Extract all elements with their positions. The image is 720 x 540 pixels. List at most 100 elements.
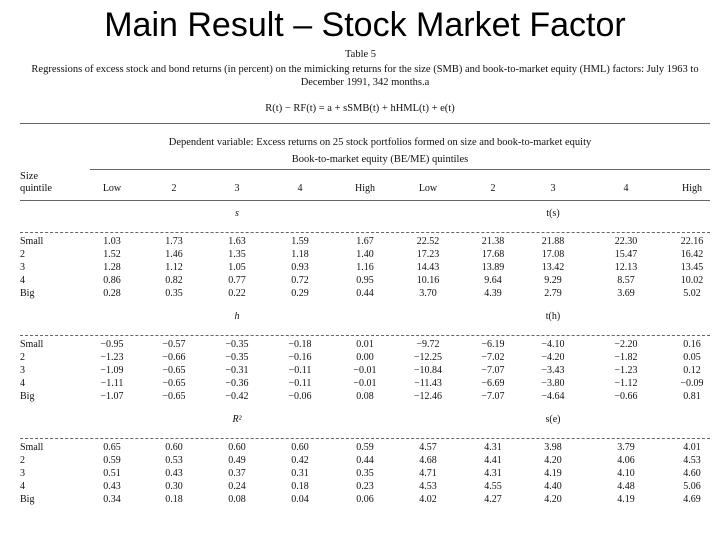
column-header: 3 [550, 183, 556, 194]
table-cell: 0.12 [683, 365, 701, 376]
table-cell: 0.43 [103, 481, 121, 492]
table-cell: −0.65 [162, 391, 186, 402]
table-cell: −12.46 [413, 391, 443, 402]
table-cell: −0.36 [225, 378, 249, 389]
table-cell: 10.16 [416, 275, 440, 286]
row-label: Small [20, 339, 44, 350]
table-cell: 13.42 [541, 262, 565, 273]
row-label: Big [20, 391, 35, 402]
table-cell: −10.84 [413, 365, 443, 376]
table-cell: −0.06 [288, 391, 312, 402]
table-cell: 0.31 [291, 468, 309, 479]
table-cell: 0.86 [103, 275, 121, 286]
row-label: 2 [20, 249, 25, 260]
table-cell: 4.53 [683, 455, 701, 466]
table-cell: −0.35 [225, 352, 249, 363]
table-cell: −0.35 [225, 339, 249, 350]
row-label: 4 [20, 378, 25, 389]
column-header: High [355, 183, 375, 194]
table-cell: 4.02 [419, 494, 437, 505]
table-cell: −1.82 [614, 352, 638, 363]
table-cell: 4.57 [419, 442, 437, 453]
table-cell: 9.64 [484, 275, 502, 286]
table-label: Table 5 [345, 49, 377, 60]
table-cell: 4.55 [484, 481, 502, 492]
table-cell: −0.42 [225, 391, 249, 402]
table-cell: 4.27 [484, 494, 502, 505]
table-cell: 10.02 [680, 275, 704, 286]
column-header: High [682, 183, 702, 194]
table-cell: 4.31 [484, 468, 502, 479]
row-label: 3 [20, 365, 25, 376]
table-cell: −4.10 [541, 339, 565, 350]
table-cell: 0.35 [165, 288, 183, 299]
table-cell: 4.20 [544, 455, 562, 466]
table-cell: 13.89 [481, 262, 505, 273]
rule [20, 232, 710, 233]
table-cell: 21.38 [481, 236, 505, 247]
table-cell: −0.01 [353, 365, 377, 376]
table-cell: 0.37 [228, 468, 246, 479]
table-cell: −1.12 [614, 378, 638, 389]
column-header: 2 [490, 183, 496, 194]
table-cell: 0.00 [356, 352, 374, 363]
table-cell: 0.18 [291, 481, 309, 492]
row-label: 4 [20, 481, 25, 492]
table-cell: −1.11 [100, 378, 124, 389]
panel-label: t(h) [545, 311, 561, 322]
table-cell: −0.11 [288, 378, 312, 389]
table-cell: 21.88 [541, 236, 565, 247]
table-cell: −0.11 [288, 365, 312, 376]
rule [90, 169, 710, 170]
table-cell: 22.52 [416, 236, 440, 247]
table-cell: 15.47 [614, 249, 638, 260]
table-cell: 4.40 [544, 481, 562, 492]
table-cell: −0.95 [100, 339, 124, 350]
table-cell: 1.16 [356, 262, 374, 273]
equation: R(t) − RF(t) = a + sSMB(t) + hHML(t) + e… [265, 103, 455, 114]
table-cell: 13.45 [680, 262, 704, 273]
table-cell: 0.95 [356, 275, 374, 286]
table-cell: 0.44 [356, 288, 374, 299]
table-cell: 0.22 [228, 288, 246, 299]
table-cell: 12.13 [614, 262, 638, 273]
table-cell: 1.28 [103, 262, 121, 273]
row-label: 2 [20, 352, 25, 363]
table-cell: 4.53 [419, 481, 437, 492]
table-cell: 1.73 [165, 236, 183, 247]
table-cell: 0.65 [103, 442, 121, 453]
table-cell: 1.59 [291, 236, 309, 247]
table-cell: 1.63 [228, 236, 246, 247]
table-cell: −7.07 [481, 391, 505, 402]
table-cell: −0.66 [614, 391, 638, 402]
table-cell: 0.77 [228, 275, 246, 286]
table-cell: 1.40 [356, 249, 374, 260]
size-label: Size [20, 171, 39, 182]
dependent-variable: Dependent variable: Excess returns on 25… [168, 137, 592, 148]
table-cell: −2.20 [614, 339, 638, 350]
table-cell: 0.49 [228, 455, 246, 466]
table-cell: 22.16 [680, 236, 704, 247]
table-cell: −7.07 [481, 365, 505, 376]
table-cell: 0.60 [291, 442, 309, 453]
table-cell: 0.43 [165, 468, 183, 479]
row-label: 2 [20, 455, 25, 466]
table-cell: −3.80 [541, 378, 565, 389]
table-cell: −6.69 [481, 378, 505, 389]
table-cell: 0.05 [683, 352, 701, 363]
table-cell: 0.35 [356, 468, 374, 479]
table-cell: 0.16 [683, 339, 701, 350]
table-cell: 1.67 [356, 236, 374, 247]
table-cell: 1.12 [165, 262, 183, 273]
table-cell: −0.01 [353, 378, 377, 389]
size-label: quintile [20, 183, 53, 194]
table-cell: 0.81 [683, 391, 701, 402]
row-label: Big [20, 288, 35, 299]
row-label: Small [20, 442, 44, 453]
table-cell: 8.57 [617, 275, 635, 286]
table-cell: 0.08 [356, 391, 374, 402]
table-cell: 4.41 [484, 455, 502, 466]
row-label: 4 [20, 275, 25, 286]
table-cell: 0.04 [291, 494, 309, 505]
